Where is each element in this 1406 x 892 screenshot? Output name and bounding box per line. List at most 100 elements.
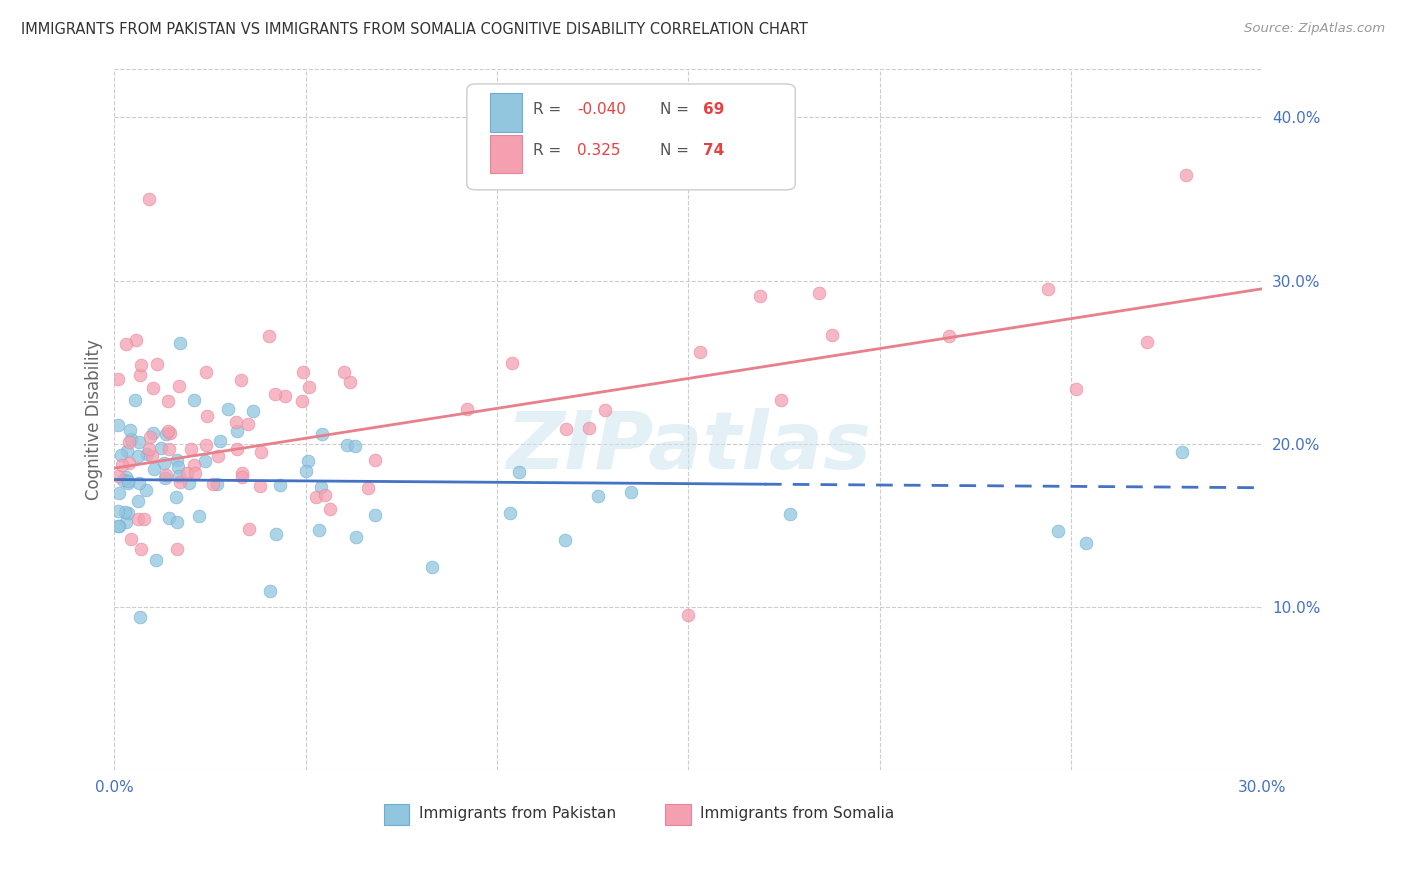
Point [146, 357, 169, 371]
Point [586, 489, 609, 503]
Point [194, 365, 217, 379]
Point [420, 559, 443, 574]
Point [1064, 382, 1087, 396]
Point [357, 481, 380, 495]
Point [274, 389, 297, 403]
Point [127, 512, 149, 526]
Text: R =: R = [533, 102, 567, 117]
Point [153, 471, 176, 485]
Point [194, 437, 217, 451]
Point [115, 336, 138, 351]
Point [129, 610, 152, 624]
Point [166, 542, 188, 557]
Y-axis label: Cognitive Disability: Cognitive Disability [86, 339, 103, 500]
Point [269, 478, 291, 492]
Point [689, 344, 711, 359]
Point [155, 427, 177, 442]
Point [207, 449, 229, 463]
Point [195, 409, 218, 423]
Point [231, 470, 253, 484]
Point [135, 447, 157, 461]
Point [180, 442, 202, 456]
Point [770, 392, 793, 407]
Point [297, 454, 319, 468]
Point [159, 425, 181, 440]
Point [129, 542, 152, 557]
Point [142, 381, 165, 395]
Point [578, 421, 600, 435]
Point [779, 508, 801, 522]
Point [117, 456, 139, 470]
Text: Immigrants from Pakistan: Immigrants from Pakistan [419, 805, 616, 821]
Point [179, 476, 201, 491]
Text: 0.325: 0.325 [576, 144, 620, 158]
Point [108, 485, 131, 500]
Point [143, 462, 166, 476]
Point [107, 372, 129, 386]
Point [250, 444, 273, 458]
Point [336, 438, 359, 452]
Point [308, 523, 330, 537]
Point [118, 423, 141, 437]
Point [807, 285, 830, 300]
Point [128, 475, 150, 490]
Point [1074, 536, 1097, 550]
Point [107, 519, 129, 533]
Point [249, 479, 271, 493]
Point [264, 527, 287, 541]
Point [1171, 445, 1194, 459]
Point [364, 508, 387, 522]
Point [1174, 168, 1197, 182]
Point [508, 465, 530, 479]
Point [748, 289, 770, 303]
Point [132, 512, 155, 526]
Point [201, 477, 224, 491]
Point [1036, 282, 1059, 296]
Point [167, 379, 190, 393]
Point [314, 488, 336, 502]
Point [142, 425, 165, 440]
Point [176, 466, 198, 480]
Point [115, 470, 138, 484]
Point [264, 386, 287, 401]
Point [120, 533, 142, 547]
Point [217, 402, 239, 417]
Point [125, 333, 148, 347]
Point [156, 394, 179, 409]
Text: 74: 74 [703, 144, 724, 158]
Point [156, 424, 179, 438]
Point [205, 476, 228, 491]
Point [319, 502, 342, 516]
Point [364, 453, 387, 467]
Point [938, 329, 960, 343]
Point [554, 422, 576, 436]
Point [166, 453, 188, 467]
Point [110, 449, 132, 463]
Point [291, 365, 314, 379]
Point [498, 506, 520, 520]
Point [226, 424, 249, 438]
Point [111, 458, 134, 473]
Point [259, 584, 281, 599]
Point [167, 469, 190, 483]
Point [188, 508, 211, 523]
Point [333, 365, 356, 379]
Point [290, 393, 312, 408]
Point [183, 392, 205, 407]
Point [155, 467, 177, 482]
Point [169, 335, 191, 350]
Text: Source: ZipAtlas.com: Source: ZipAtlas.com [1244, 22, 1385, 36]
Point [231, 373, 253, 387]
Point [236, 417, 259, 431]
Text: Immigrants from Somalia: Immigrants from Somalia [700, 805, 894, 821]
Point [153, 456, 176, 470]
Point [150, 441, 173, 455]
Point [112, 473, 135, 487]
Point [107, 417, 129, 432]
Point [620, 485, 643, 500]
Point [295, 464, 318, 478]
Point [117, 474, 139, 488]
Point [1136, 334, 1159, 349]
Point [124, 393, 146, 408]
Text: 69: 69 [703, 102, 724, 117]
